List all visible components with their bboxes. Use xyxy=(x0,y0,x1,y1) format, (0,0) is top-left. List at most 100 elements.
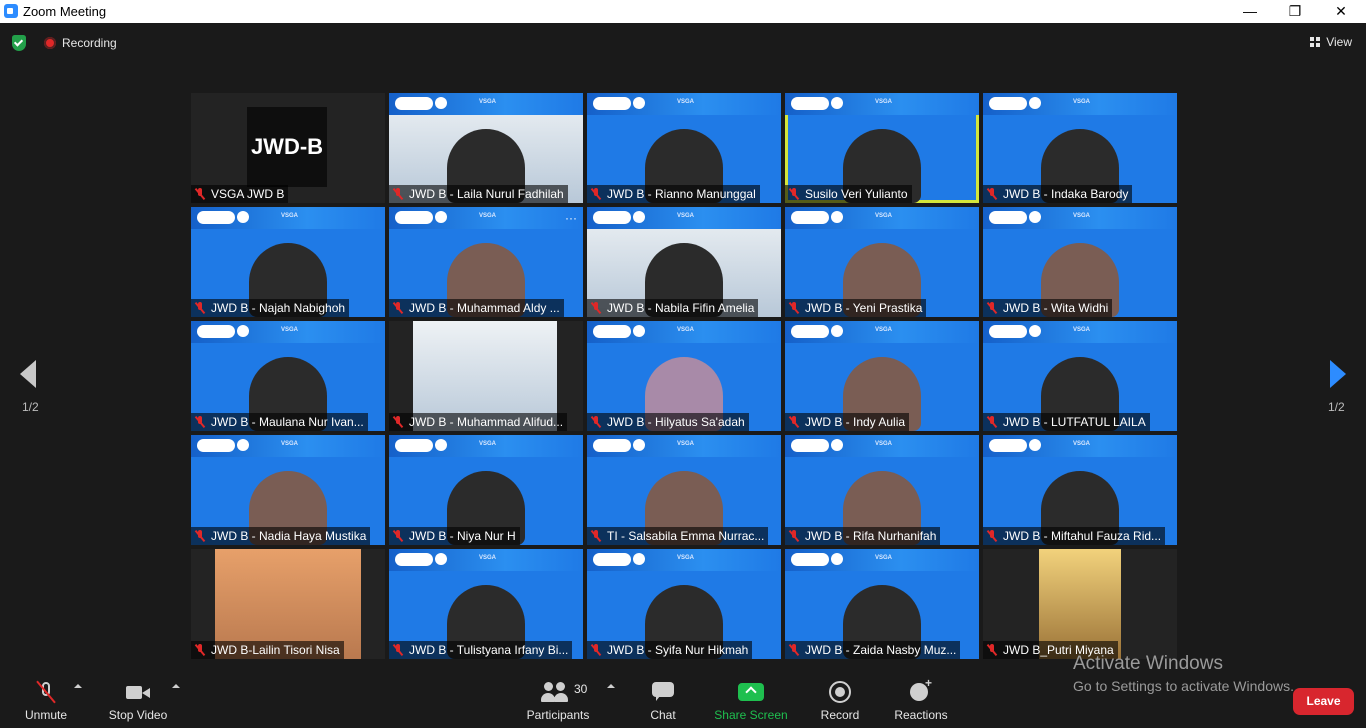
digitalent-logo-icon xyxy=(989,97,1027,110)
mic-muted-icon xyxy=(591,530,601,542)
participant-name-label: JWD B - Rianno Manunggal xyxy=(587,185,760,203)
minimize-button[interactable]: — xyxy=(1243,3,1257,19)
maximize-button[interactable]: ❐ xyxy=(1288,3,1302,19)
reactions-button[interactable]: Reactions xyxy=(892,676,950,722)
participant-tile[interactable]: JWD-B VSGA JWD B xyxy=(191,93,385,203)
participants-button[interactable]: Participants xyxy=(525,680,591,722)
banner-brand: VSGA xyxy=(875,99,893,105)
video-options-caret-icon[interactable] xyxy=(172,684,180,688)
participant-name-label: JWD B-Lailin Tisori Nisa xyxy=(191,641,344,659)
participant-name-label: JWD B - Miftahul Fauza Rid... xyxy=(983,527,1166,545)
participant-tile[interactable]: VSGA JWD B - Zaida Nasby Muz... xyxy=(785,549,979,659)
participant-tile[interactable]: VSGA JWD B - Syifa Nur Hikmah xyxy=(587,549,781,659)
stop-video-button[interactable]: Stop Video xyxy=(106,680,170,722)
webinar-banner: VSGA xyxy=(785,207,979,229)
digitalent-logo-icon xyxy=(395,553,433,566)
digitalent-logo-icon xyxy=(197,325,235,338)
webinar-banner: VSGA xyxy=(983,435,1177,457)
participants-icon xyxy=(540,680,576,704)
participant-tile[interactable]: VSGA JWD B - Yeni Prastika xyxy=(785,207,979,317)
polinema-logo-icon xyxy=(1029,325,1041,337)
mic-muted-icon xyxy=(591,644,601,656)
participant-video xyxy=(215,549,361,659)
recording-dot-icon xyxy=(44,37,56,49)
participant-tile[interactable]: VSGA JWD B - Wita Widhi xyxy=(983,207,1177,317)
participant-tile[interactable]: VSGA JWD B - Tulistyana Irfany Bi... xyxy=(389,549,583,659)
mic-muted-icon xyxy=(393,302,403,314)
participant-name: JWD B - Nadia Haya Mustika xyxy=(211,529,367,543)
participant-tile[interactable]: VSGA JWD B - Rifa Nurhanifah xyxy=(785,435,979,545)
unmute-label: Unmute xyxy=(24,708,68,722)
participant-name-label: JWD B - Rifa Nurhanifah xyxy=(785,527,941,545)
participant-tile[interactable]: VSGA Susilo Veri Yulianto xyxy=(785,93,979,203)
webinar-banner: VSGA xyxy=(389,549,583,571)
reactions-smiley-icon xyxy=(909,676,933,704)
webinar-banner: VSGA xyxy=(587,207,781,229)
mic-muted-icon xyxy=(195,644,205,656)
close-window-button[interactable]: ✕ xyxy=(1335,3,1347,19)
leave-button[interactable]: Leave xyxy=(1293,688,1354,715)
recording-indicator[interactable]: Recording xyxy=(44,36,117,50)
polinema-logo-icon xyxy=(237,211,249,223)
participant-tile[interactable]: JWD B - Muhammad Alifud... xyxy=(389,321,583,431)
window-title: Zoom Meeting xyxy=(23,4,107,19)
polinema-logo-icon xyxy=(831,439,843,451)
view-button[interactable]: View xyxy=(1310,34,1352,50)
polinema-logo-icon xyxy=(237,439,249,451)
participant-name: TI - Salsabila Emma Nurrac... xyxy=(607,529,765,543)
participant-tile[interactable]: VSGA JWD B - Hilyatus Sa'adah xyxy=(587,321,781,431)
polinema-logo-icon xyxy=(831,211,843,223)
mic-muted-icon xyxy=(789,302,799,314)
participant-name: JWD B - Rianno Manunggal xyxy=(607,187,756,201)
previous-page-arrow-icon[interactable] xyxy=(20,360,36,388)
webinar-banner: VSGA xyxy=(587,321,781,343)
banner-brand: VSGA xyxy=(677,99,695,105)
participant-tile[interactable]: VSGA JWD B - Indaka Barody xyxy=(983,93,1177,203)
record-button[interactable]: Record xyxy=(818,680,862,722)
audio-options-caret-icon[interactable] xyxy=(74,684,82,688)
participant-tile[interactable]: VSGA JWD B - Niya Nur H xyxy=(389,435,583,545)
banner-brand: VSGA xyxy=(479,441,497,447)
participant-tile[interactable]: VSGA ··· JWD B - Muhammad Aldy ... xyxy=(389,207,583,317)
participant-name-label: JWD B - Nabila Fifin Amelia xyxy=(587,299,759,317)
more-options-icon[interactable]: ··· xyxy=(565,211,577,225)
webinar-banner: VSGA xyxy=(191,435,385,457)
participant-tile[interactable]: VSGA JWD B - Nadia Haya Mustika xyxy=(191,435,385,545)
share-screen-button[interactable]: Share Screen xyxy=(714,680,788,722)
participant-tile[interactable]: VSGA TI - Salsabila Emma Nurrac... xyxy=(587,435,781,545)
mic-muted-icon xyxy=(987,302,997,314)
digitalent-logo-icon xyxy=(989,325,1027,338)
unmute-button[interactable]: Unmute xyxy=(22,680,70,722)
participants-options-caret-icon[interactable] xyxy=(607,684,615,688)
participant-tile[interactable]: JWD B-Lailin Tisori Nisa xyxy=(191,549,385,659)
polinema-logo-icon xyxy=(633,97,645,109)
participant-name: JWD B - Nabila Fifin Amelia xyxy=(607,301,755,315)
participant-name-label: VSGA JWD B xyxy=(191,185,289,203)
participant-tile[interactable]: VSGA JWD B - Rianno Manunggal xyxy=(587,93,781,203)
participant-tile[interactable]: VSGA JWD B - Nabila Fifin Amelia xyxy=(587,207,781,317)
next-page-arrow-icon[interactable] xyxy=(1330,360,1346,388)
participant-tile[interactable]: VSGA JWD B - LUTFATUL LAILA xyxy=(983,321,1177,431)
participant-tile[interactable]: VSGA JWD B - Indy Aulia xyxy=(785,321,979,431)
participant-tile[interactable]: JWD B_Putri Miyana xyxy=(983,549,1177,659)
webinar-banner: VSGA xyxy=(587,435,781,457)
digitalent-logo-icon xyxy=(593,439,631,452)
participant-tile[interactable]: VSGA JWD B - Najah Nabighoh xyxy=(191,207,385,317)
banner-brand: VSGA xyxy=(281,327,299,333)
webinar-banner: VSGA xyxy=(785,321,979,343)
participant-tile[interactable]: VSGA JWD B - Laila Nurul Fadhilah xyxy=(389,93,583,203)
banner-brand: VSGA xyxy=(875,327,893,333)
banner-brand: VSGA xyxy=(281,441,299,447)
banner-brand: VSGA xyxy=(875,213,893,219)
participant-name: JWD B - Muhammad Aldy ... xyxy=(409,301,560,315)
chat-button[interactable]: Chat xyxy=(643,680,683,722)
share-screen-label: Share Screen xyxy=(714,708,788,722)
participant-name: JWD B - Yeni Prastika xyxy=(805,301,923,315)
participant-tile[interactable]: VSGA JWD B - Miftahul Fauza Rid... xyxy=(983,435,1177,545)
webinar-banner: VSGA xyxy=(587,93,781,115)
participant-name-label: JWD B - Syifa Nur Hikmah xyxy=(587,641,753,659)
meeting-toolbar: Unmute Stop Video Participants 30 Chat S… xyxy=(0,672,1366,728)
participant-name-label: Susilo Veri Yulianto xyxy=(785,185,912,203)
participant-tile[interactable]: VSGA JWD B - Maulana Nur Ivan... xyxy=(191,321,385,431)
security-shield-icon[interactable] xyxy=(12,35,26,51)
